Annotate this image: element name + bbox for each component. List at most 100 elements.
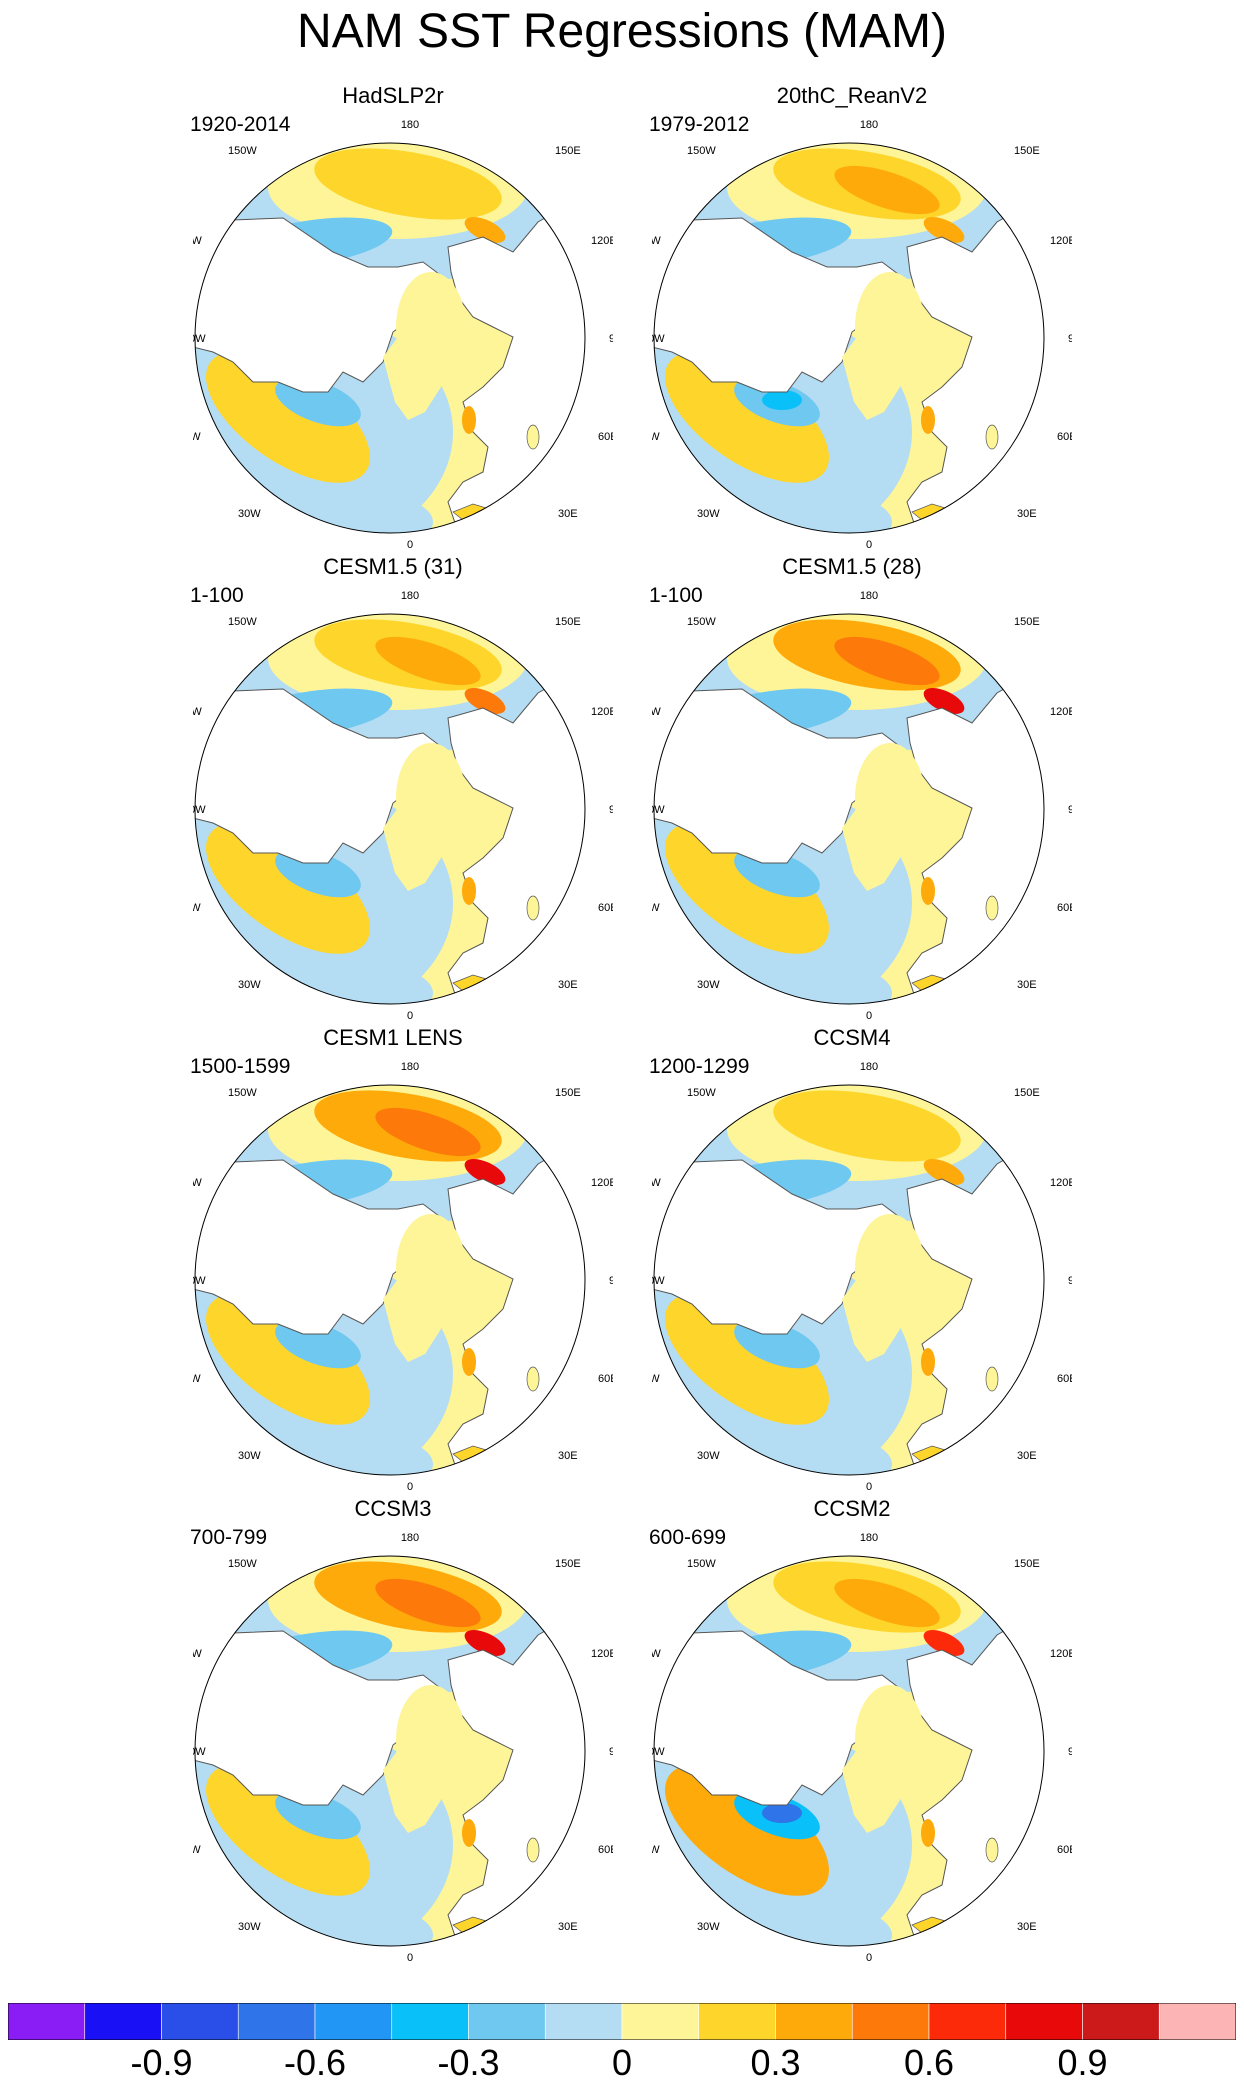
longitude-label-right-30: 30E [1017,979,1037,991]
polar-map: 180 0 90W 90E 120W 120E 150W 150E 60W 60E 30W 30E [652,1532,1072,1964]
longitude-label-left-120: 120W [193,235,202,247]
norway-coast-warm [921,877,935,905]
map-boundary [194,613,586,1005]
longitude-label-left-60: 60W [652,902,660,914]
longitude-label-right-60: 60E [1057,1844,1072,1856]
caspian-sea [526,424,540,450]
longitude-label-right-60: 60E [598,1373,613,1385]
north-america-land [654,217,903,393]
map-panel: CCSM4 1200-1299 180 0 90W 90E 120W 120E 150W 150E… [649,1024,1112,1494]
longitude-label-right-60: 60E [598,902,613,914]
kamchatka-maximum [464,217,506,243]
atlantic-cool-peak [303,861,343,881]
panel-title: 20thC_ReanV2 [776,83,928,108]
longitude-label-left-30: 30W [238,979,261,991]
panel-title: CESM1.5 (31) [323,554,463,579]
norway-coast-warm [462,406,476,434]
atlantic-warm-arc [206,1764,370,1896]
colorbar-swatch [468,2003,546,2040]
arctic-ocean [396,272,466,382]
atlantic-cool-peak [762,1332,802,1352]
colorbar-label: -0.9 [130,2042,193,2083]
atlantic-cool-peak [303,1803,343,1823]
polar-map: 180 0 90W 90E 120W 120E 150W 150E 60W 60E 30W 30E [652,1061,1072,1493]
panel-period: 1-100 [190,584,244,607]
longitude-label-left-120: 120W [193,1177,202,1189]
pacific-warm-peak [375,636,481,686]
colorbar-swatch [1005,2003,1083,2040]
longitude-label-left-150: 150W [687,145,716,157]
longitude-label-right-120: 120E [1050,235,1072,247]
longitude-label-right-120: 120E [1050,1648,1072,1660]
longitude-label-right-150: 150E [555,1558,581,1570]
longitude-label-left-30: 30W [697,1921,720,1933]
longitude-label-bottom: 0 [407,1481,413,1493]
colorbar-swatch [391,2003,469,2040]
colorbar-swatch [775,2003,853,2040]
map-boundary [194,142,586,534]
colorbar-swatch [698,2003,776,2040]
map-panel: CCSM3 700-799 180 0 90W 90E 120W 120E 150W 150E 60… [190,1495,653,1965]
atlantic-cool-peak [762,861,802,881]
colorbar-swatch [8,2003,86,2040]
north-america-land [195,688,444,864]
longitude-label-right-60: 60E [1057,431,1072,443]
panel-period: 1920-2014 [190,113,291,136]
longitude-label-right-150: 150E [555,1087,581,1099]
longitude-label-right-60: 60E [598,1844,613,1856]
longitude-label-right-120: 120E [591,706,613,718]
longitude-label-left-30: 30W [697,508,720,520]
longitude-label-top: 180 [401,1061,419,1073]
colorbar-swatch [84,2003,162,2040]
longitude-label-right-120: 120E [591,1648,613,1660]
arctic-ocean [855,272,925,382]
map-panel: CESM1 LENS 1500-1599 180 0 90W 90E 120W 120E 150… [190,1024,653,1494]
map-boundary [194,1084,586,1476]
panel-period: 1200-1299 [649,1055,750,1078]
longitude-label-left-120: 120W [652,1177,661,1189]
kamchatka-maximum [464,1159,506,1185]
kamchatka-maximum [923,688,965,714]
longitude-label-right-30: 30E [558,508,578,520]
pacific-warm-peak [375,1107,481,1157]
pacific-warm-peak [834,1578,940,1628]
longitude-label-right-150: 150E [555,616,581,628]
colorbar-swatch [237,2003,316,2040]
longitude-label-left-120: 120W [652,706,661,718]
panel-title: CCSM3 [354,1496,432,1521]
longitude-label-right-30: 30E [558,1921,578,1933]
caspian-sea [526,1366,540,1392]
longitude-label-left-90: 90W [193,1746,206,1758]
polar-map: 180 0 90W 90E 120W 120E 150W 150E 60W 60E 30W 30E [193,1061,613,1493]
kamchatka-maximum [464,688,506,714]
norway-coast-warm [921,1348,935,1376]
norway-coast-warm [462,1819,476,1847]
north-america-land [654,1630,903,1806]
map-boundary [194,1555,586,1947]
colorbar-label: 0.9 [1057,2042,1108,2083]
arctic-ocean [396,743,466,853]
colorbar [8,2003,1236,2040]
caspian-sea [985,895,999,921]
panel-period: 1-100 [649,584,703,607]
atlantic-warm-arc [665,351,829,483]
longitude-label-right-60: 60E [1057,902,1072,914]
pacific-warm-peak [834,1107,940,1157]
longitude-label-bottom: 0 [407,1010,413,1022]
polar-map: 180 0 90W 90E 120W 120E 150W 150E 60W 60E 30W 30E [193,590,613,1022]
longitude-label-left-60: 60W [652,1844,660,1856]
polar-map: 180 0 90W 90E 120W 120E 150W 150E 60W 60E 30W 30E [193,1532,613,1964]
panel-title: CCSM2 [813,1496,891,1521]
longitude-label-right-120: 120E [1050,1177,1072,1189]
atlantic-warm-arc [206,1293,370,1425]
panel-period: 700-799 [190,1526,268,1549]
colorbar-label: 0.3 [750,2042,801,2083]
longitude-label-left-90: 90W [193,804,206,816]
longitude-label-bottom: 0 [866,1010,872,1022]
longitude-label-bottom: 0 [407,539,413,551]
longitude-label-left-150: 150W [228,145,257,157]
longitude-label-left-60: 60W [193,1844,201,1856]
colorbar-swatch [314,2003,393,2040]
longitude-label-right-30: 30E [1017,1450,1037,1462]
longitude-label-right-150: 150E [1014,616,1040,628]
